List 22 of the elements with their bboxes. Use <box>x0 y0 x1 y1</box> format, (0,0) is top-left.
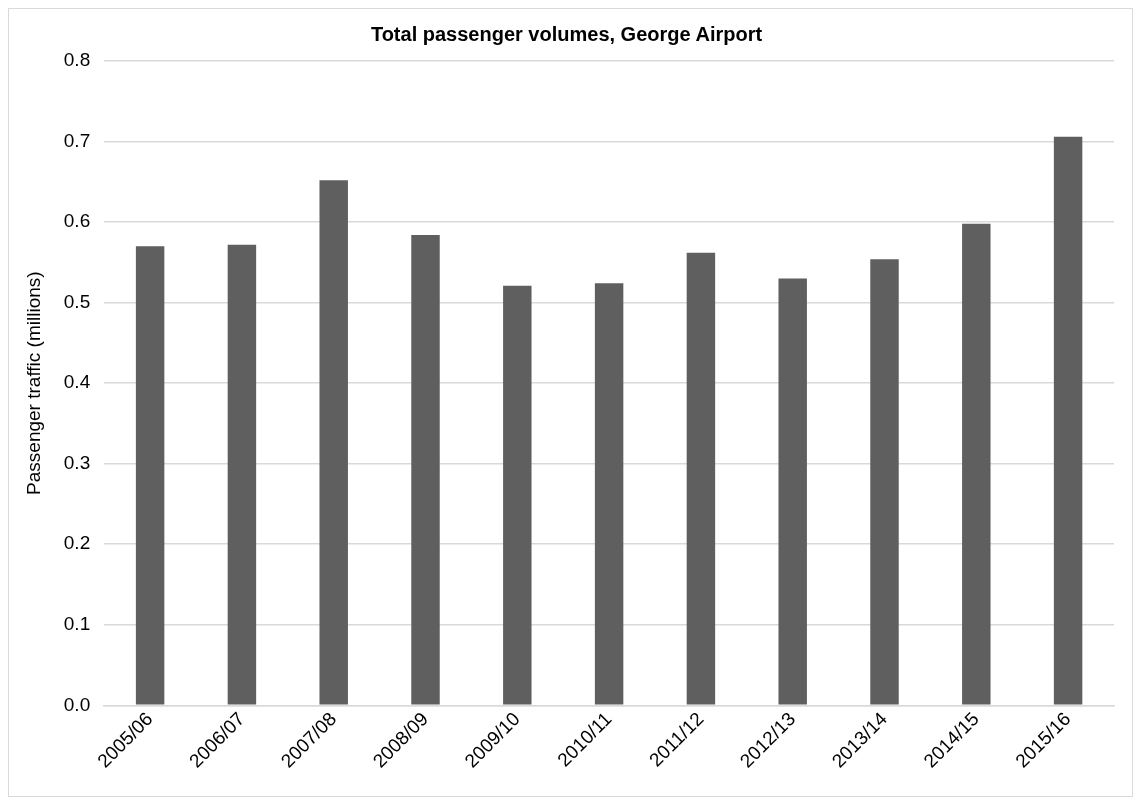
y-tick-label: 0.2 <box>63 532 91 554</box>
bar <box>594 283 624 705</box>
bar <box>227 244 257 705</box>
y-tick-label: 0.3 <box>63 451 91 473</box>
y-tick-label: 0.6 <box>63 210 91 232</box>
bar <box>686 252 716 705</box>
y-axis-title: Passenger traffic (millions) <box>22 271 44 495</box>
bar <box>870 259 899 705</box>
bar <box>503 285 532 705</box>
bar <box>411 234 440 705</box>
y-tick-label: 0.1 <box>63 613 91 635</box>
chart-title: Total passenger volumes, George Airport <box>370 22 763 45</box>
bar <box>135 246 165 705</box>
bar <box>778 278 807 705</box>
y-tick-label: 0.0 <box>63 693 91 715</box>
y-tick-label: 0.5 <box>63 290 91 312</box>
y-tick-label: 0.7 <box>63 129 91 151</box>
y-tick-label: 0.8 <box>63 49 91 71</box>
bar <box>319 180 348 705</box>
bar <box>962 223 991 705</box>
y-tick-label: 0.4 <box>63 371 91 393</box>
bar <box>1053 136 1083 705</box>
